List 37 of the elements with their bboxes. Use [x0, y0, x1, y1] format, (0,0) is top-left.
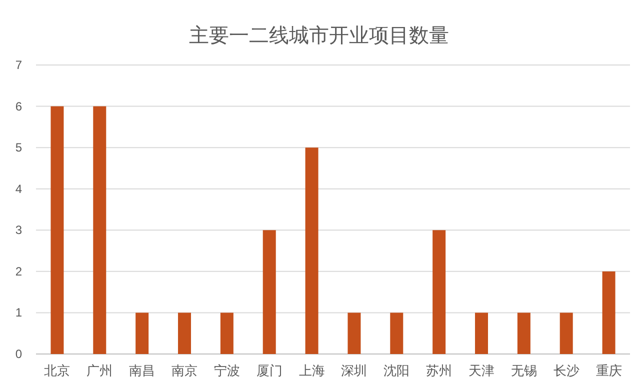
bar — [93, 106, 106, 354]
x-tick-label: 北京 — [44, 363, 70, 378]
y-tick-label: 6 — [15, 99, 22, 114]
bar — [475, 312, 488, 354]
bar — [178, 312, 191, 354]
bar — [348, 312, 361, 354]
x-tick-label: 宁波 — [214, 363, 240, 378]
bar — [517, 312, 530, 354]
bar — [220, 312, 234, 354]
bar — [560, 312, 573, 354]
chart-title: 主要一二线城市开业项目数量 — [189, 24, 449, 47]
bar — [50, 106, 64, 354]
y-tick-label: 5 — [15, 140, 22, 155]
y-tick-label: 2 — [15, 264, 22, 278]
y-tick-label: 3 — [15, 223, 22, 238]
x-tick-label: 广州 — [86, 363, 113, 378]
bar — [305, 148, 318, 354]
bar — [602, 271, 616, 354]
y-tick-label: 1 — [15, 306, 22, 320]
x-tick-label: 无锡 — [510, 363, 537, 378]
y-tick-label: 7 — [15, 58, 22, 72]
x-tick-label: 长沙 — [553, 363, 580, 378]
bar — [262, 230, 276, 354]
bar — [432, 230, 446, 354]
x-tick-label: 南京 — [172, 363, 198, 378]
bar — [390, 312, 404, 354]
x-tick-label: 厦门 — [256, 363, 282, 378]
x-tick-label: 天津 — [468, 363, 494, 378]
y-tick-label: 4 — [15, 182, 22, 196]
x-tick-label: 苏州 — [426, 363, 452, 378]
x-tick-label: 上海 — [298, 363, 325, 378]
bar — [136, 312, 149, 354]
y-tick-label: 0 — [15, 347, 22, 361]
x-tick-label: 南昌 — [129, 363, 156, 378]
x-tick-label: 重庆 — [596, 363, 622, 378]
x-tick-label: 深圳 — [341, 363, 368, 378]
x-tick-label: 沈阳 — [384, 363, 410, 378]
